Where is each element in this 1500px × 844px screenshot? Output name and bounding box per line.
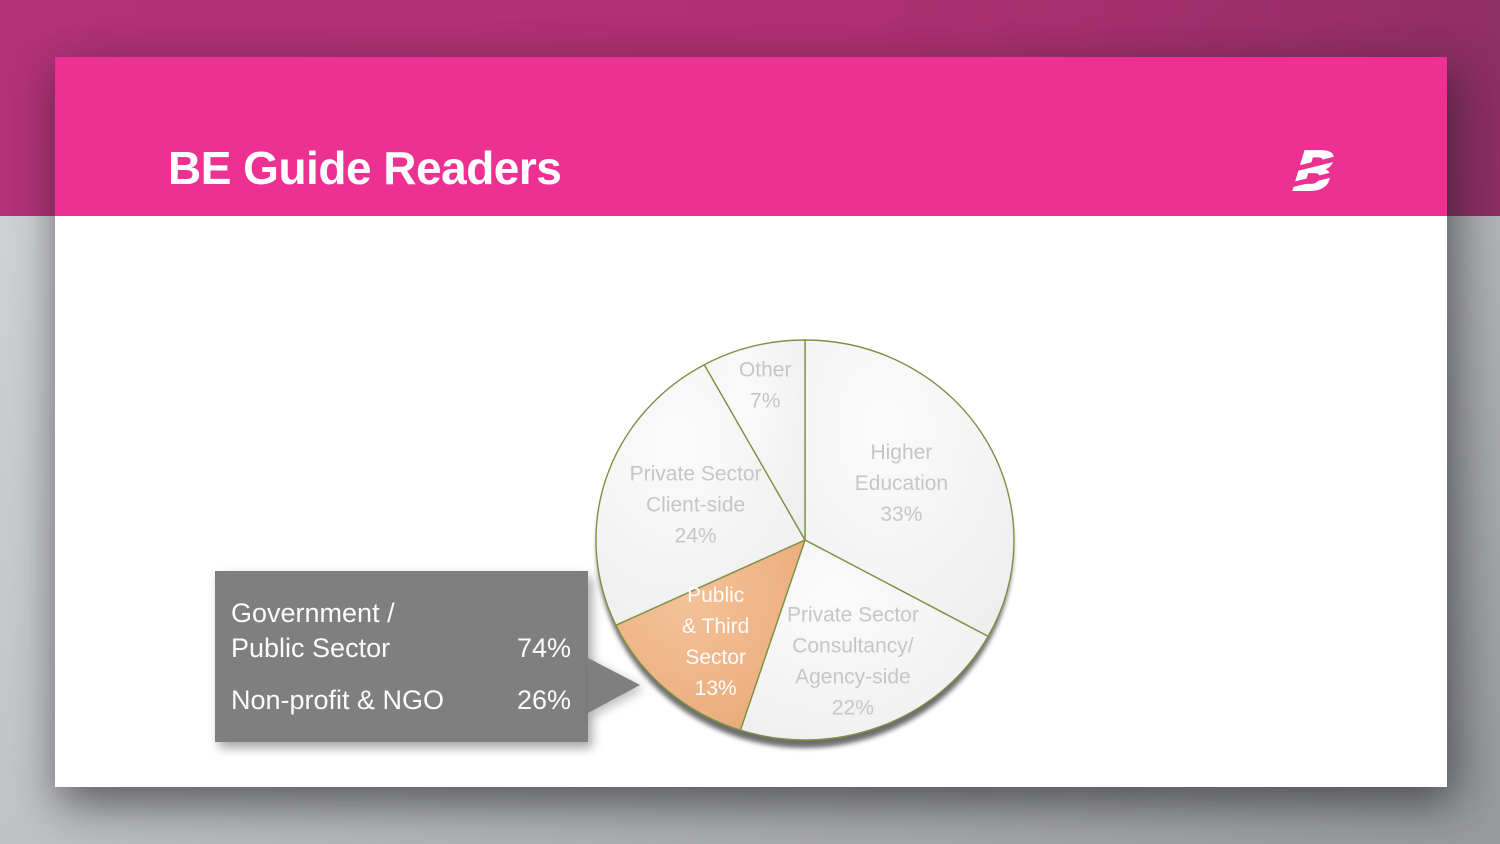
- pie-slice-label-public-third-sector: Public & Third Sector 13%: [682, 584, 749, 700]
- pie-slice-public-third-sector: [615, 539, 806, 731]
- pie-slice-private-sector-consultancy-agency-side: [739, 539, 989, 741]
- callout-rows: Government / Public Sector 74% Non-profit &…: [231, 596, 573, 718]
- callout-value: 74%: [516, 633, 571, 663]
- slide-header: BE Guide Readers B: [55, 57, 1447, 216]
- pie-slice-label-other: Other 7%: [739, 359, 792, 413]
- callout-label: Non-profit & NGO: [231, 685, 445, 715]
- pie-slice-label-private-sector-consultancy-agency-side: Private Sector Consultancy/Agency-side 22%: [787, 603, 919, 719]
- brand-logo: B: [1287, 147, 1337, 201]
- callout-arrow-pointer: [588, 658, 640, 713]
- callout: Government / Public Sector 74% Non-profit &…: [215, 571, 588, 742]
- pie-slice-label-higher-education: Higher Education 33%: [855, 441, 948, 526]
- callout-label: Government / Public Sector: [231, 598, 395, 663]
- callout-row: Non-profit & NGO 26%: [231, 683, 573, 718]
- callout-value: 26%: [516, 685, 571, 715]
- page-title: BE Guide Readers: [168, 142, 562, 194]
- pie-slice-higher-education: [804, 339, 1015, 638]
- callout-row: Government / Public Sector 74%: [231, 596, 573, 666]
- pie-slice-private-sector-client-side: [595, 364, 806, 626]
- pie-slice-other: [703, 339, 806, 541]
- slide: BE Guide Readers B Higher Education 33% Pri…: [55, 57, 1447, 787]
- pie-chart: Higher Education 33% Private Sector Consulta…: [595, 339, 1015, 748]
- pie-slice-label-private-sector-client-side: Private Sector Client-side 24%: [630, 463, 762, 548]
